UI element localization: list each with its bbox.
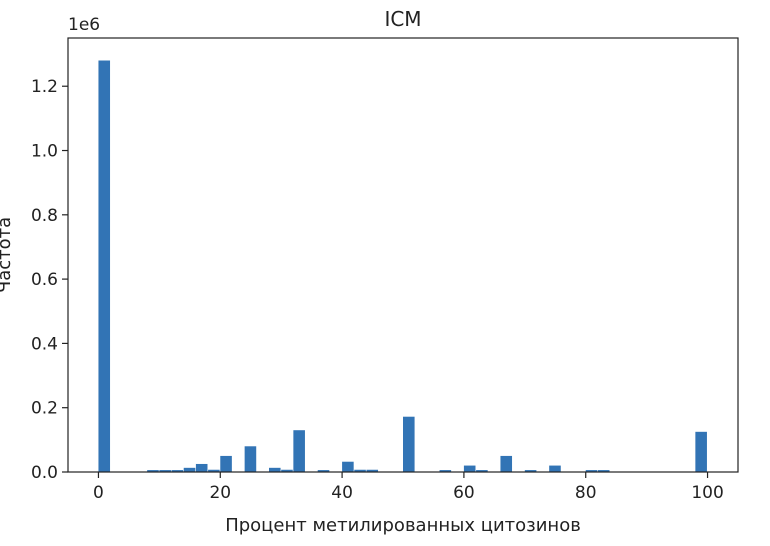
x-tick-label: 80 [575, 483, 597, 503]
histogram-bar [463, 465, 476, 472]
y-tick-label: 0.2 [31, 399, 58, 419]
histogram-bar [354, 469, 366, 472]
x-tick-label: 60 [453, 483, 475, 503]
histogram-bar [366, 469, 379, 472]
histogram-bar [159, 470, 171, 472]
histogram-bar [220, 455, 232, 472]
plot-frame [67, 37, 739, 473]
y-tick-label: 1.0 [31, 142, 58, 162]
x-tick-label: 20 [209, 483, 231, 503]
y-offset-label: 1e6 [68, 15, 100, 35]
x-axis-ticks: 0 20 40 60 80 100 [93, 472, 724, 503]
y-tick-label: 0.6 [31, 270, 58, 290]
histogram-bar [147, 470, 159, 472]
y-tick-label: 0.8 [31, 206, 58, 226]
y-axis-label: Частота [0, 217, 15, 293]
histogram-bar [342, 461, 354, 472]
histogram-bar [208, 469, 220, 472]
histogram-bar [269, 467, 281, 472]
histogram-bar [195, 463, 208, 472]
x-axis-label: Процент метилированных цитозинов [225, 515, 581, 536]
histogram-bar [183, 467, 196, 472]
histogram-bar [597, 470, 610, 472]
histogram-bar [549, 465, 561, 472]
histogram-bar [317, 470, 330, 472]
x-tick-label: 40 [331, 483, 353, 503]
bars-group [98, 60, 707, 473]
histogram-bar [476, 470, 488, 472]
x-tick-label: 0 [93, 483, 104, 503]
y-axis-ticks: 0.0 0.2 0.4 0.6 0.8 1.0 1.2 [31, 77, 68, 483]
y-tick-label: 0.0 [31, 463, 58, 483]
histogram-bar [98, 60, 111, 473]
histogram-bar [171, 470, 184, 472]
histogram-bar [585, 470, 598, 472]
histogram-bar [524, 470, 537, 472]
y-tick-label: 0.4 [31, 334, 58, 354]
histogram-bar [293, 430, 305, 472]
x-tick-label: 100 [691, 483, 723, 503]
histogram-bar [439, 470, 452, 472]
histogram-bar [500, 455, 513, 472]
histogram-bar [695, 431, 707, 472]
histogram-bar [281, 469, 293, 472]
histogram-bar [403, 416, 415, 472]
histogram-bar [244, 446, 257, 472]
y-tick-label: 1.2 [31, 77, 58, 97]
chart-title: ICM [384, 7, 421, 31]
